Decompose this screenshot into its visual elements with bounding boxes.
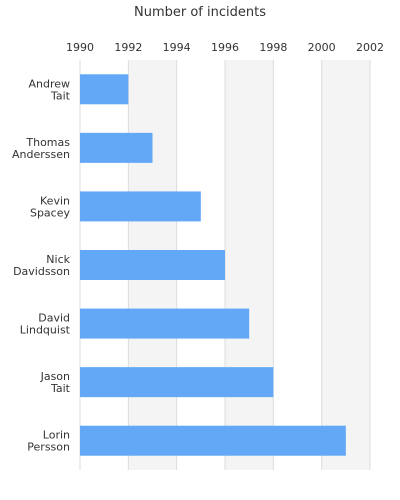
x-axis-tick-labels: 1990 1992 1994 1996 1998 2000 2002 xyxy=(66,41,384,54)
category-label: Thomas xyxy=(25,136,70,149)
bar xyxy=(80,250,225,280)
category-label: Spacey xyxy=(30,206,71,219)
category-label: Lorin xyxy=(43,429,70,442)
category-label: Tait xyxy=(50,89,71,102)
background-band xyxy=(321,60,370,470)
x-tick-label: 1990 xyxy=(66,41,94,54)
category-label: Lindquist xyxy=(20,324,71,337)
chart-title: Number of incidents xyxy=(134,5,266,20)
x-tick-label: 1992 xyxy=(114,41,142,54)
category-label: Jason xyxy=(40,370,70,383)
x-tick-label: 2000 xyxy=(308,41,336,54)
x-tick-label: 1998 xyxy=(259,41,287,54)
bar xyxy=(80,308,250,339)
category-label: Persson xyxy=(27,441,70,454)
category-label: Davidsson xyxy=(13,265,70,278)
bars xyxy=(80,74,346,456)
x-tick-label: 2002 xyxy=(356,41,384,54)
bar xyxy=(80,74,129,105)
bar xyxy=(80,191,201,222)
category-label: Tait xyxy=(50,382,71,395)
category-label: Andrew xyxy=(28,77,70,90)
category-label: David xyxy=(38,312,70,325)
x-tick-label: 1994 xyxy=(163,41,191,54)
category-label: Anderssen xyxy=(12,148,70,161)
bar xyxy=(80,425,346,456)
bar xyxy=(80,367,274,398)
background-bands xyxy=(128,60,370,470)
category-label: Kevin xyxy=(40,194,70,207)
x-tick-label: 1996 xyxy=(211,41,239,54)
category-labels: AndrewTaitThomasAnderssenKevinSpaceyNick… xyxy=(12,77,71,453)
category-label: Nick xyxy=(46,253,70,266)
background-band xyxy=(225,60,274,470)
bar xyxy=(80,132,153,163)
